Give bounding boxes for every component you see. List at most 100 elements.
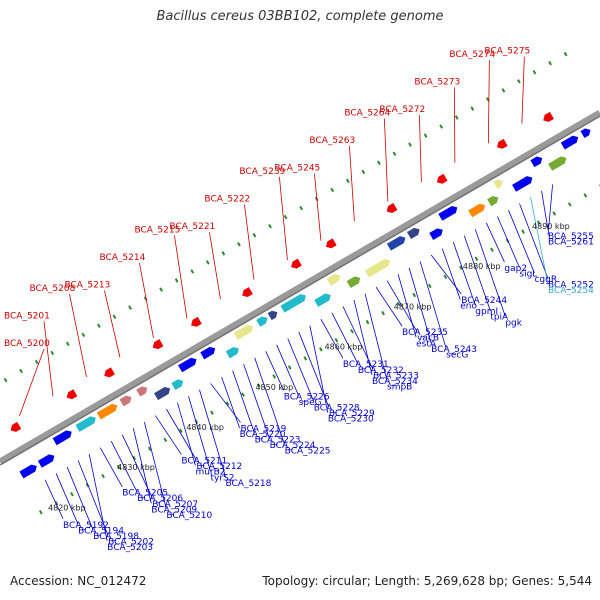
gene-label: BCA_5228: [314, 403, 360, 413]
gene-label: vacB: [417, 334, 439, 344]
leader-line: [55, 473, 79, 525]
genome-backbone-shade: [0, 115, 600, 466]
tick-mark: [3, 377, 8, 383]
tick-mark: [128, 305, 132, 310]
reverse-gene: [325, 238, 337, 249]
gene-shape: [280, 294, 306, 313]
gene-label: BCA_5198: [93, 532, 139, 542]
forward-gene: [153, 386, 171, 401]
gene-shape: [487, 196, 499, 207]
tick-mark: [256, 383, 261, 388]
leader-line: [364, 293, 388, 381]
tick-mark: [563, 51, 568, 57]
tick-mark: [474, 256, 479, 262]
tick-mark: [205, 260, 210, 265]
forward-gene: [200, 346, 216, 360]
gene-label: BCA_5224: [270, 441, 316, 451]
leader-line: [188, 396, 211, 472]
gene-shape: [512, 176, 533, 192]
leader-line: [521, 56, 525, 124]
gene-shape: [200, 346, 216, 360]
tick-mark: [19, 368, 23, 374]
leader-line: [530, 197, 549, 285]
leader-line: [397, 274, 417, 338]
forward-gene: [487, 196, 499, 207]
gene-label: BCA_5230: [328, 415, 374, 425]
leader-line: [486, 222, 505, 263]
forward-gene: [580, 128, 591, 139]
tick-mark: [443, 274, 448, 280]
gene-features: [10, 111, 591, 479]
reverse-gene: [436, 173, 448, 184]
gene-label: BCA_5275: [484, 47, 530, 57]
gene-label: BCA_5273: [414, 78, 460, 88]
tick-mark: [392, 151, 397, 156]
gene-shape: [136, 386, 148, 397]
tick-mark: [334, 338, 339, 343]
tick-mark: [272, 374, 277, 379]
gene-label: smpB: [387, 383, 412, 393]
leader-line: [139, 262, 154, 339]
gene-label: BCA_5206: [137, 494, 183, 504]
tick-mark: [318, 347, 323, 352]
gene-shape: [438, 205, 458, 221]
tick-mark: [225, 401, 230, 406]
tick-mark: [365, 319, 370, 325]
gene-label: BCA_5207: [152, 500, 198, 510]
reverse-gene: [543, 111, 554, 122]
tick-mark: [65, 341, 70, 347]
gene-shape: [386, 236, 406, 251]
leader-line: [104, 290, 121, 358]
forward-gene: [52, 430, 72, 446]
tick-mark: [97, 323, 101, 328]
tick-mark: [454, 115, 459, 120]
leader-line: [177, 402, 196, 466]
tick-mark: [521, 229, 525, 234]
kbp-label: 4830 kbp: [117, 463, 155, 472]
gene-shape: [10, 421, 22, 432]
forward-gene: [493, 179, 503, 189]
gene-shape: [496, 138, 508, 149]
leader-line: [174, 235, 188, 319]
tick-mark: [38, 510, 43, 515]
gene-label: BCA_5243: [431, 345, 477, 355]
leader-lines: [19, 56, 553, 542]
gene-label: BCA_5218: [226, 479, 272, 489]
gene-label: BCA_5239: [239, 167, 285, 177]
gene-label: BCA_5201: [4, 311, 50, 321]
gene-shape: [152, 339, 164, 350]
tick-mark: [174, 278, 179, 283]
gene-label: BCA_5200: [4, 339, 50, 349]
tick-mark: [532, 70, 537, 75]
page-title: Bacillus cereus 03BB102, complete genome: [156, 9, 444, 24]
gene-shape: [233, 324, 254, 340]
leader-line: [69, 293, 87, 378]
gene-label: BCA_5212: [196, 462, 242, 472]
tick-mark: [583, 193, 588, 198]
leader-line: [88, 453, 108, 542]
gene-shape: [291, 258, 302, 269]
leader-line: [453, 87, 456, 163]
leader-line: [487, 60, 490, 144]
leader-line: [408, 267, 432, 343]
tick-mark: [299, 205, 304, 211]
gene-shape: [119, 395, 132, 407]
tick-mark: [552, 211, 557, 216]
tick-mark: [178, 428, 183, 434]
gene-shape: [256, 316, 268, 327]
gene-shape: [153, 386, 171, 401]
leader-line: [243, 364, 271, 440]
leader-line: [43, 321, 54, 397]
gene-label: BCA_5211: [181, 457, 227, 467]
gene-shape: [37, 454, 55, 468]
gene-label: murB2: [195, 468, 225, 478]
gene-shape: [52, 430, 72, 446]
accession-text: Accession: NC_012472: [10, 574, 147, 588]
leader-line: [519, 203, 549, 279]
forward-gene: [119, 395, 132, 407]
leader-line: [541, 190, 549, 230]
leader-line: [331, 312, 359, 364]
kbp-label: 4890 kbp: [532, 222, 570, 231]
tick-mark: [536, 220, 541, 225]
